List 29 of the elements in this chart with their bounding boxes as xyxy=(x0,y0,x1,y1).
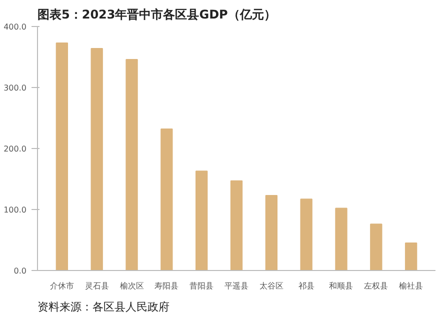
bar xyxy=(230,180,243,270)
x-tick-label: 榆社县 xyxy=(399,282,424,290)
bar xyxy=(335,208,348,270)
x-tick-label: 寿阳县 xyxy=(154,282,179,290)
bar xyxy=(404,242,418,270)
y-tick-label: 200.0 xyxy=(4,144,27,154)
bar xyxy=(90,48,103,270)
x-tick-label: 太谷区 xyxy=(259,282,284,290)
bar xyxy=(370,224,382,270)
bar xyxy=(196,170,208,270)
y-tick-label: 400.0 xyxy=(4,22,27,32)
x-tick-label: 昔阳县 xyxy=(190,282,214,290)
x-tick-label: 平遥县 xyxy=(224,282,248,290)
bar xyxy=(300,198,312,270)
y-tick-label: 0.0 xyxy=(14,266,27,276)
x-tick-label: 左权县 xyxy=(364,282,388,290)
bar xyxy=(160,128,173,270)
chart-title: 图表5：2023年晋中市各区县GDP（亿元） xyxy=(38,8,276,22)
x-tick-label: 灵石县 xyxy=(84,282,109,290)
bar xyxy=(126,58,138,270)
bar xyxy=(56,42,68,270)
y-tick-label: 300.0 xyxy=(4,84,27,92)
bar xyxy=(265,194,278,270)
text: 资料来源：各区县人民政府 xyxy=(38,300,170,314)
x-tick-label: 榆次区 xyxy=(120,282,144,290)
x-tick-label: 介休市 xyxy=(50,282,74,290)
x-tick-label: 祁县 xyxy=(298,282,314,290)
x-tick-label: 和顺县 xyxy=(329,282,354,290)
y-tick-label: 100.0 xyxy=(4,206,27,214)
